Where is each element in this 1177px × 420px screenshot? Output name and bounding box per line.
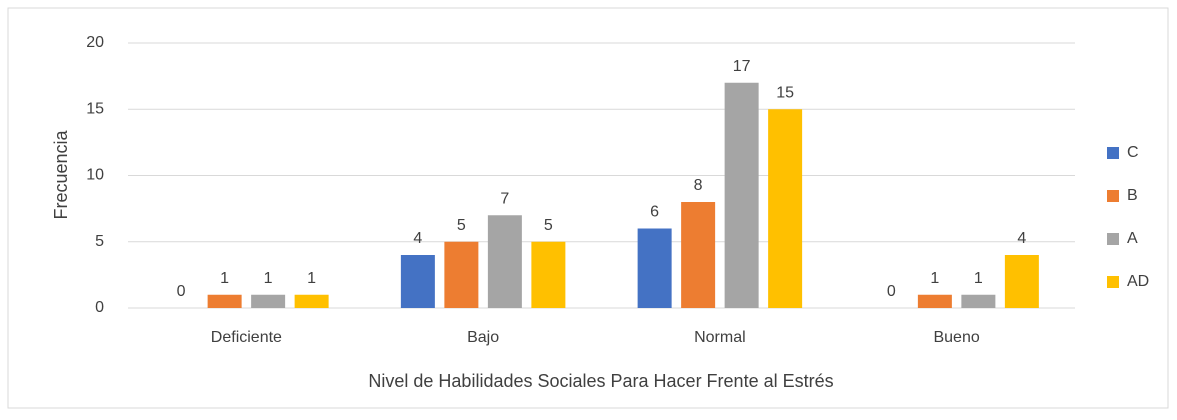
x-axis-label: Nivel de Habilidades Sociales Para Hacer…	[368, 371, 833, 391]
data-label: 15	[776, 84, 794, 101]
data-label: 1	[264, 270, 273, 287]
data-label: 0	[887, 283, 896, 300]
bar	[1004, 255, 1039, 308]
legend-swatch	[1107, 190, 1119, 202]
x-tick-label: Bueno	[933, 329, 979, 346]
bar	[724, 82, 759, 308]
bar	[531, 241, 566, 308]
x-tick-label: Bajo	[467, 329, 499, 346]
legend-swatch	[1107, 233, 1119, 245]
data-label: 4	[1017, 230, 1026, 247]
bar	[487, 215, 522, 308]
bar	[294, 294, 329, 308]
legend-swatch	[1107, 276, 1119, 288]
bar	[400, 255, 435, 308]
data-label: 0	[177, 283, 186, 300]
data-label: 1	[974, 270, 983, 287]
data-label: 1	[220, 270, 229, 287]
legend-label: C	[1127, 144, 1139, 161]
bar	[681, 202, 716, 308]
bar	[207, 294, 242, 308]
data-label: 1	[930, 270, 939, 287]
chart-border	[7, 7, 1169, 409]
x-tick-label: Normal	[694, 329, 746, 346]
bar	[444, 241, 479, 308]
bar	[917, 294, 952, 308]
legend-label: AD	[1127, 273, 1149, 290]
bar	[251, 294, 286, 308]
y-tick-label: 5	[95, 233, 104, 250]
y-axis-label: Frecuencia	[51, 129, 71, 219]
y-tick-label: 10	[86, 167, 104, 184]
y-tick-label: 0	[95, 299, 104, 316]
data-label: 17	[733, 58, 751, 75]
legend-swatch	[1107, 147, 1119, 159]
data-label: 6	[650, 204, 659, 221]
y-tick-label: 20	[86, 34, 104, 51]
bar	[961, 294, 996, 308]
bar	[637, 228, 672, 308]
legend-label: A	[1127, 230, 1138, 247]
y-tick-label: 15	[86, 100, 104, 117]
bar	[768, 109, 803, 308]
legend-label: B	[1127, 187, 1138, 204]
data-label: 7	[500, 190, 509, 207]
data-label: 8	[694, 177, 703, 194]
data-label: 5	[457, 217, 466, 234]
x-tick-label: Deficiente	[211, 329, 282, 346]
data-label: 5	[544, 217, 553, 234]
data-label: 4	[413, 230, 422, 247]
data-label: 1	[307, 270, 316, 287]
